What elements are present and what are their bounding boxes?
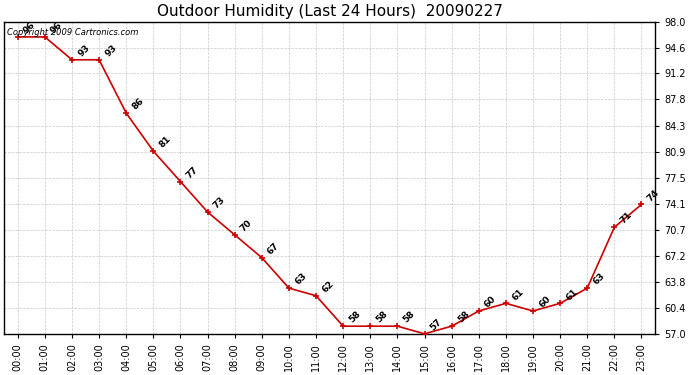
- Title: Outdoor Humidity (Last 24 Hours)  20090227: Outdoor Humidity (Last 24 Hours) 2009022…: [157, 4, 502, 19]
- Text: 81: 81: [157, 135, 172, 150]
- Text: 74: 74: [646, 188, 661, 203]
- Text: 58: 58: [347, 310, 362, 325]
- Text: 86: 86: [130, 96, 146, 112]
- Text: 96: 96: [49, 20, 64, 36]
- Text: 61: 61: [564, 287, 580, 302]
- Text: 63: 63: [293, 272, 308, 287]
- Text: 77: 77: [185, 165, 200, 180]
- Text: 93: 93: [76, 43, 92, 58]
- Text: 58: 58: [402, 310, 417, 325]
- Text: 57: 57: [428, 317, 444, 332]
- Text: 58: 58: [456, 310, 471, 325]
- Text: 73: 73: [212, 195, 227, 211]
- Text: 96: 96: [22, 20, 37, 36]
- Text: 61: 61: [510, 287, 525, 302]
- Text: 70: 70: [239, 218, 254, 234]
- Text: 93: 93: [104, 43, 119, 58]
- Text: 60: 60: [538, 294, 552, 310]
- Text: 58: 58: [375, 310, 390, 325]
- Text: 63: 63: [591, 272, 607, 287]
- Text: 67: 67: [266, 241, 282, 256]
- Text: Copyright 2009 Cartronics.com: Copyright 2009 Cartronics.com: [8, 28, 139, 37]
- Text: 60: 60: [483, 294, 498, 310]
- Text: 62: 62: [320, 279, 335, 294]
- Text: 71: 71: [618, 210, 634, 226]
